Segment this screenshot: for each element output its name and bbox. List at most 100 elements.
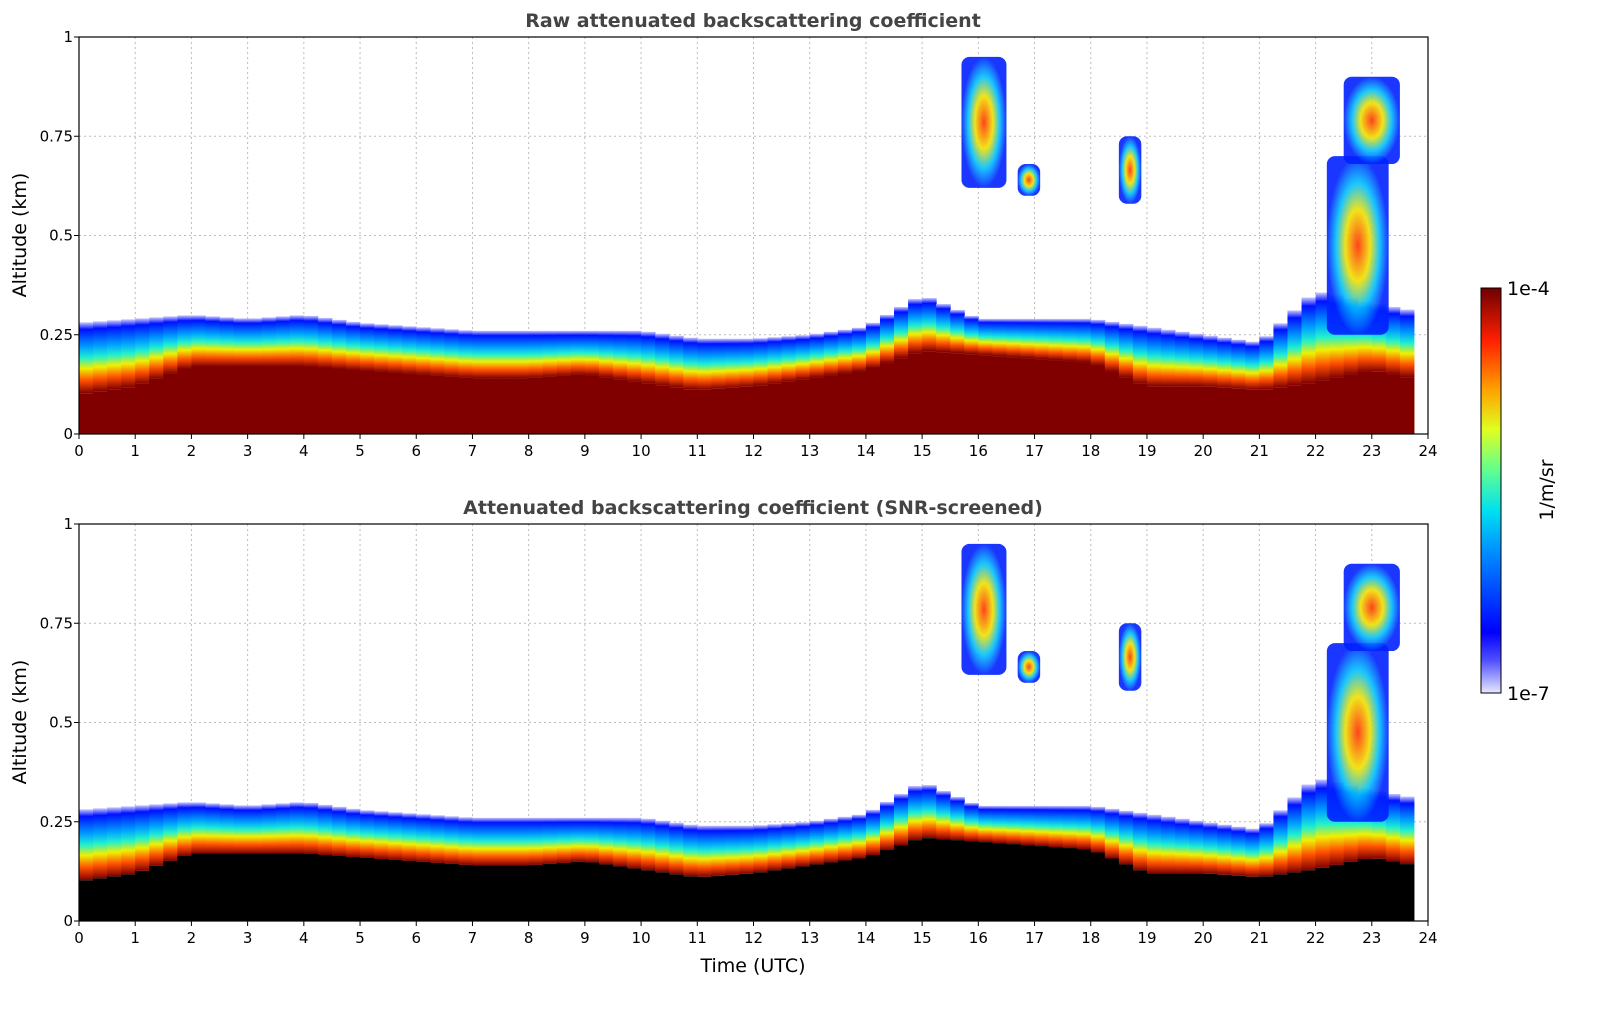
y-tick-label: 0.5 <box>49 714 73 732</box>
backscatter-column <box>1301 784 1317 871</box>
saturated-layer-column <box>865 367 881 434</box>
saturated-layer-column <box>851 858 867 921</box>
backscatter-column <box>374 324 389 372</box>
backscatter-column <box>1020 805 1036 846</box>
x-tick-label: 24 <box>1418 929 1437 947</box>
saturated-layer-column <box>430 862 445 921</box>
saturated-layer-column <box>1076 849 1092 921</box>
saturated-layer-column <box>978 842 993 921</box>
backscatter-column <box>1315 779 1331 868</box>
backscatter-column <box>683 337 698 390</box>
y-tick-label: 1 <box>63 28 73 46</box>
saturated-layer-column <box>1231 388 1246 434</box>
saturated-layer-column <box>1217 874 1232 921</box>
backscatter-column <box>739 825 754 874</box>
saturated-layer-column <box>528 377 544 434</box>
x-tick-label: 23 <box>1362 442 1381 460</box>
saturated-layer-column <box>922 838 937 921</box>
saturated-layer-column <box>1231 875 1246 921</box>
saturated-layer-column <box>992 843 1007 921</box>
saturated-layer-column <box>627 381 642 434</box>
backscatter-column <box>233 805 249 854</box>
saturated-layer-column <box>879 850 895 921</box>
x-tick-label: 7 <box>468 929 478 947</box>
x-tick-label: 0 <box>74 929 84 947</box>
x-tick-label: 21 <box>1250 442 1269 460</box>
saturated-layer-column <box>1062 848 1078 921</box>
backscatter-column <box>655 820 670 873</box>
x-tick-label: 6 <box>411 929 421 947</box>
saturated-layer-column <box>261 853 277 921</box>
saturated-layer-column <box>79 393 94 434</box>
saturated-layer-column <box>1343 861 1359 921</box>
backscatter-column <box>219 804 235 854</box>
saturated-layer-column <box>1259 876 1274 921</box>
saturated-layer-column <box>542 863 558 921</box>
backscatter-column <box>584 817 600 863</box>
saturated-layer-column <box>767 870 783 921</box>
saturated-layer-column <box>289 366 305 434</box>
backscatter-column <box>584 330 600 376</box>
backscatter-column <box>697 825 712 877</box>
saturated-layer-column <box>894 358 909 434</box>
x-tick-label: 18 <box>1081 442 1100 460</box>
x-tick-label: 10 <box>632 929 651 947</box>
cloud-patch <box>1343 563 1400 652</box>
saturated-layer-column <box>711 388 726 434</box>
backscatter-column <box>1385 793 1401 862</box>
backscatter-column <box>149 317 164 379</box>
saturated-layer-column <box>219 366 235 434</box>
x-tick-label: 16 <box>969 929 988 947</box>
backscatter-column <box>851 327 867 372</box>
saturated-layer-column <box>641 383 656 434</box>
backscatter-column <box>598 330 614 378</box>
backscatter-column <box>191 802 206 854</box>
saturated-layer-column <box>1048 360 1064 434</box>
saturated-layer-column <box>472 865 488 921</box>
x-tick-label: 9 <box>580 929 590 947</box>
backscatter-column <box>865 322 881 368</box>
backscatter-column <box>444 329 459 377</box>
x-tick-label: 9 <box>580 442 590 460</box>
saturated-layer-column <box>135 383 150 434</box>
backscatter-column <box>1217 337 1232 388</box>
saturated-layer-column <box>1399 377 1415 434</box>
saturated-layer-column <box>1301 870 1317 921</box>
backscatter-column <box>922 785 937 839</box>
backscatter-column <box>879 801 895 851</box>
backscatter-column <box>739 338 754 387</box>
backscatter-column <box>1062 805 1078 849</box>
backscatter-column <box>93 808 108 879</box>
saturated-layer-column <box>177 368 192 434</box>
saturated-layer-column <box>781 381 797 434</box>
backscatter-column <box>964 802 979 842</box>
backscatter-column <box>950 796 965 841</box>
saturated-layer-column <box>135 870 150 921</box>
saturated-layer-column <box>500 865 516 921</box>
panel-screened: Attenuated backscattering coefficient (S… <box>9 497 1438 977</box>
saturated-layer-column <box>1006 357 1021 434</box>
backscatter-column <box>1301 297 1317 384</box>
backscatter-column <box>711 825 726 876</box>
backscatter-column <box>205 316 221 367</box>
backscatter-column <box>345 321 361 370</box>
x-tick-label: 1 <box>130 929 140 947</box>
backscatter-column <box>79 322 94 394</box>
backscatter-column <box>992 805 1007 844</box>
backscatter-column <box>331 806 347 856</box>
x-tick-label: 13 <box>800 929 819 947</box>
saturated-layer-column <box>1287 385 1303 434</box>
saturated-layer-column <box>627 868 642 921</box>
saturated-layer-column <box>1161 386 1176 434</box>
x-tick-label: 0 <box>74 442 84 460</box>
backscatter-column <box>1399 796 1415 865</box>
backscatter-column <box>233 318 249 367</box>
backscatter-column <box>79 809 94 881</box>
saturated-layer-column <box>233 366 249 434</box>
saturated-layer-column <box>345 369 361 434</box>
saturated-layer-column <box>149 865 164 921</box>
saturated-layer-column <box>1357 371 1373 434</box>
backscatter-column <box>360 323 375 371</box>
saturated-layer-column <box>669 387 684 434</box>
saturated-layer-column <box>992 356 1007 434</box>
